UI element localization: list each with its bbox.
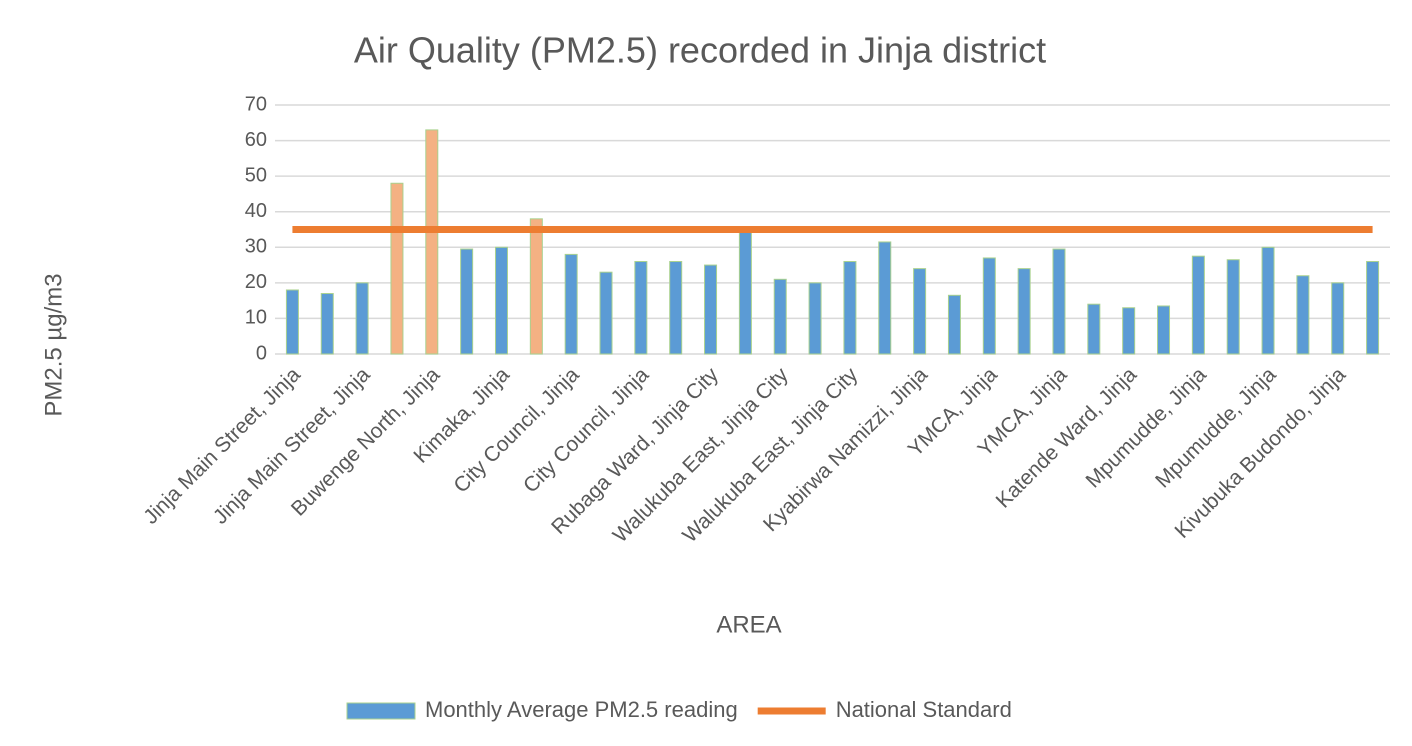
x-tick-label: Mpumudde, Jinja [1151, 363, 1281, 493]
x-axis-title: AREA [716, 611, 781, 638]
bar [1261, 246, 1275, 355]
x-tick-label: City Council, Jinja [449, 363, 584, 498]
y-tick-label: 20 [245, 271, 267, 293]
bar [285, 289, 299, 355]
bar [1331, 282, 1345, 355]
bar [669, 261, 683, 355]
x-tick-label: City Council, Jinja [519, 363, 654, 498]
bar [1191, 255, 1205, 355]
bar [425, 129, 439, 355]
y-axis-title: PM2.5 µg/m3 [40, 273, 67, 416]
bar [1226, 259, 1240, 355]
bar [808, 282, 822, 355]
bar [390, 182, 404, 355]
bar [460, 248, 474, 355]
bar [320, 293, 334, 355]
bar [878, 241, 892, 355]
bar [494, 246, 508, 355]
bar [704, 264, 718, 355]
y-tick-label: 60 [245, 129, 267, 151]
bar [913, 268, 927, 355]
bar [843, 261, 857, 355]
bar [599, 271, 613, 355]
chart-title: Air Quality (PM2.5) recorded in Jinja di… [354, 30, 1046, 71]
y-tick-label: 50 [245, 164, 267, 186]
bar [982, 257, 996, 355]
bar [1017, 268, 1031, 355]
legend-swatch [346, 702, 416, 720]
bar [564, 253, 578, 355]
bar [529, 218, 543, 355]
bar [1366, 261, 1380, 355]
bar [947, 294, 961, 355]
y-tick-label: 10 [245, 307, 267, 329]
y-tick-label: 0 [256, 342, 267, 364]
bar [355, 282, 369, 355]
bar [1157, 305, 1171, 355]
y-tick-label: 30 [245, 236, 267, 258]
bar [1122, 307, 1136, 355]
y-tick-label: 40 [245, 200, 267, 222]
legend-label: National Standard [836, 697, 1012, 722]
bar [1296, 275, 1310, 355]
bar [1052, 248, 1066, 355]
y-tick-label: 70 [245, 93, 267, 115]
bar [634, 261, 648, 355]
x-tick-label: Mpumudde, Jinja [1081, 363, 1211, 493]
bar [773, 278, 787, 355]
legend-label: Monthly Average PM2.5 reading [425, 697, 738, 722]
bar [738, 229, 752, 355]
bar [1087, 303, 1101, 355]
